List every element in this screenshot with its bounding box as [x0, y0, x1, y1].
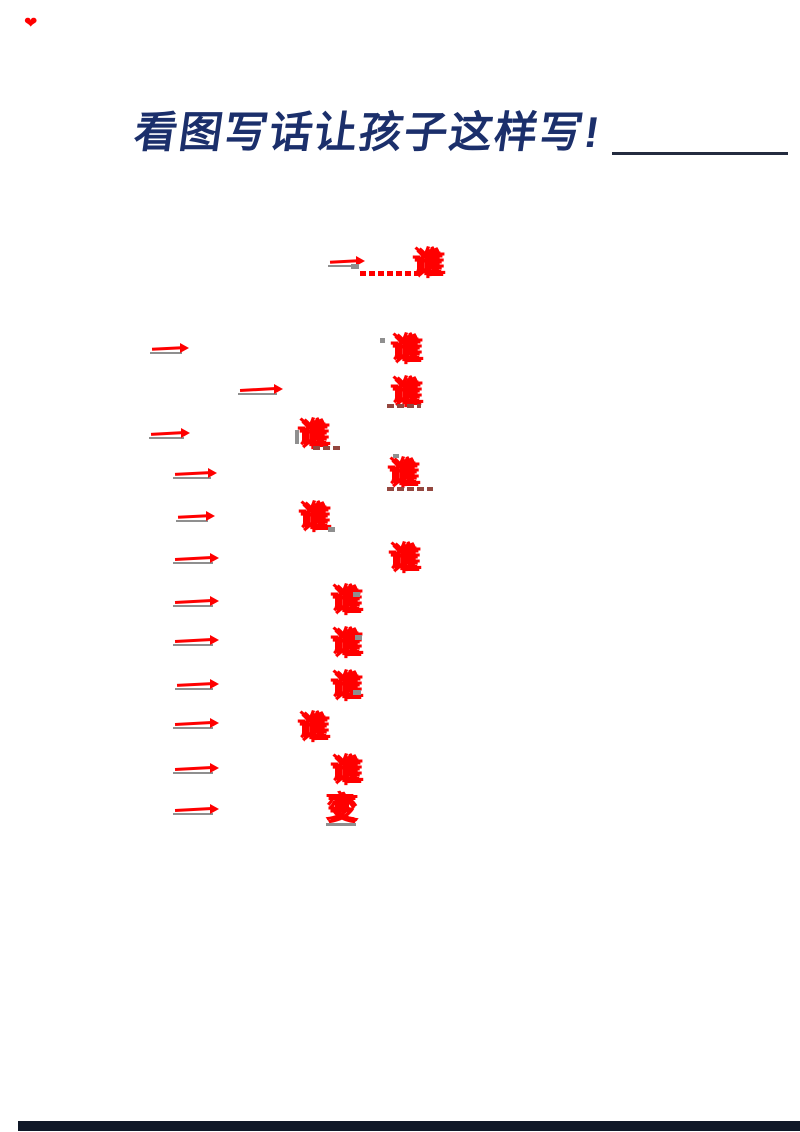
heart-icon: ❤	[24, 15, 38, 32]
highlight-word-mark: 谁	[390, 332, 420, 365]
text-fragment	[355, 635, 362, 640]
arrow-right-icon	[176, 511, 215, 523]
text-fragment	[328, 527, 335, 532]
arrow-right-icon	[173, 596, 219, 608]
highlight-word-mark: 谁	[297, 710, 327, 743]
text-fragment	[380, 338, 385, 343]
arrow-right-icon	[173, 468, 217, 480]
text-fragment	[393, 454, 399, 458]
highlight-word-mark: 谁	[330, 626, 360, 659]
text-fragment	[353, 690, 361, 695]
dashed-line-marker	[360, 271, 421, 276]
arrow-right-icon	[173, 718, 219, 730]
arrow-right-icon	[173, 804, 219, 816]
highlight-word-mark: 谁	[412, 246, 442, 279]
arrow-right-icon	[175, 679, 219, 691]
highlight-word-mark: 谁	[390, 375, 420, 408]
highlight-word-mark: 谁	[330, 753, 360, 786]
text-fragment	[326, 823, 356, 826]
highlight-word-mark: 谁	[297, 417, 327, 450]
dashed-underline-marker	[313, 446, 343, 450]
arrow-right-icon	[150, 343, 189, 355]
text-fragment	[351, 264, 359, 269]
highlight-word-mark: 谁	[388, 541, 418, 574]
highlight-word-mark: 谁	[330, 583, 360, 616]
arrow-right-icon	[149, 428, 190, 440]
title-rule	[612, 152, 788, 155]
arrow-right-icon	[173, 635, 219, 647]
highlight-word-mark: 谁	[387, 456, 417, 489]
arrow-right-icon	[173, 553, 219, 565]
arrow-right-icon	[238, 384, 283, 396]
highlight-word-mark: 变	[325, 791, 355, 824]
highlight-word-mark: 谁	[330, 669, 360, 702]
text-fragment	[295, 430, 299, 444]
arrow-right-icon	[328, 256, 365, 268]
dashed-underline-marker	[387, 487, 433, 491]
text-fragment	[353, 592, 360, 597]
arrow-right-icon	[173, 763, 219, 775]
dashed-underline-marker	[387, 404, 421, 408]
highlight-word-mark: 谁	[298, 500, 328, 533]
footer-bar	[18, 1121, 800, 1131]
